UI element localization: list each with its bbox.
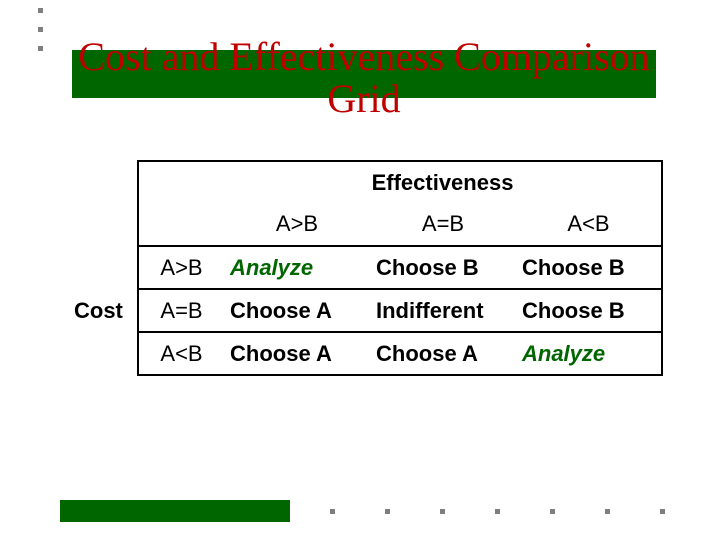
grid-table: Effectiveness A>B A=B A<B A>B Analyze Ch… xyxy=(68,160,663,376)
col-header-1: A=B xyxy=(370,203,516,245)
footer-dots xyxy=(330,509,665,514)
col-header-2: A<B xyxy=(516,203,662,245)
blank-cell xyxy=(68,161,138,203)
cell-r1c0: Choose A xyxy=(224,289,370,332)
cell-r0c1: Choose B xyxy=(370,246,516,289)
comparison-grid: Effectiveness A>B A=B A<B A>B Analyze Ch… xyxy=(68,160,668,376)
corner-dots-top-left xyxy=(38,8,43,65)
row-header-1: A=B xyxy=(138,289,224,332)
cell-r2c2: Analyze xyxy=(516,332,662,375)
footer-decoration xyxy=(0,500,720,522)
cell-r0c0: Analyze xyxy=(224,246,370,289)
cell-r0c2: Choose B xyxy=(516,246,662,289)
cell-r1c1: Indifferent xyxy=(370,289,516,332)
row-header-2: A<B xyxy=(138,332,224,375)
footer-bar xyxy=(60,500,290,522)
effectiveness-header: Effectiveness xyxy=(224,161,662,203)
blank-cell xyxy=(68,246,138,289)
col-header-0: A>B xyxy=(224,203,370,245)
cost-header: Cost xyxy=(68,289,138,332)
blank-cell xyxy=(138,161,224,203)
blank-cell xyxy=(68,332,138,375)
page-title: Cost and Effectiveness Comparison Grid xyxy=(72,36,656,120)
cell-r1c2: Choose B xyxy=(516,289,662,332)
blank-cell xyxy=(138,203,224,245)
cell-r2c0: Choose A xyxy=(224,332,370,375)
cell-r2c1: Choose A xyxy=(370,332,516,375)
row-header-0: A>B xyxy=(138,246,224,289)
blank-cell xyxy=(68,203,138,245)
